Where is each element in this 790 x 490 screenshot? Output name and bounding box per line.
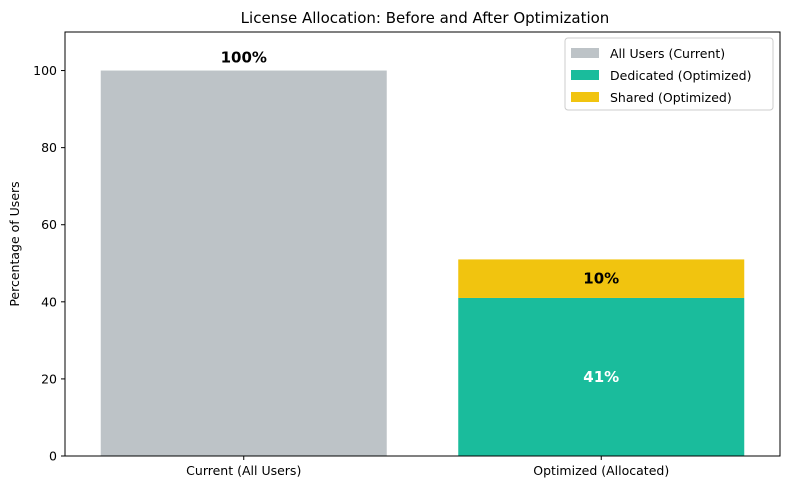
legend-label: All Users (Current) bbox=[610, 46, 725, 61]
legend-box bbox=[564, 37, 774, 111]
bar-all-users-current bbox=[100, 70, 387, 456]
legend-swatch bbox=[571, 70, 599, 80]
y-tick-label: 40 bbox=[41, 294, 57, 309]
legend-swatch bbox=[571, 92, 599, 102]
legend-label: Dedicated (Optimized) bbox=[610, 68, 752, 83]
bar-shared-optimized bbox=[458, 259, 745, 298]
y-tick-label: 0 bbox=[49, 449, 57, 464]
y-tick-label: 20 bbox=[41, 371, 57, 386]
x-axis: Current (All Users) Optimized (Allocated) bbox=[186, 456, 669, 478]
data-label: 41% bbox=[583, 368, 619, 386]
y-tick-label: 80 bbox=[41, 140, 57, 155]
bars-group bbox=[100, 70, 745, 456]
legend-label: Shared (Optimized) bbox=[610, 90, 732, 105]
x-tick-label: Optimized (Allocated) bbox=[533, 463, 669, 478]
legend: All Users (Current) Dedicated (Optimized)… bbox=[564, 37, 774, 111]
legend-swatch bbox=[571, 48, 599, 58]
y-axis-label: Percentage of Users bbox=[7, 181, 22, 306]
y-tick-label: 100 bbox=[33, 63, 57, 78]
data-labels-group: 100% 41% 10% bbox=[221, 49, 620, 386]
y-tick-label: 60 bbox=[41, 217, 57, 232]
x-tick-label: Current (All Users) bbox=[186, 463, 301, 478]
plot-frame bbox=[64, 31, 781, 457]
bar-dedicated-optimized bbox=[458, 297, 745, 456]
y-axis: 0 20 40 60 80 100 bbox=[33, 63, 65, 464]
data-label: 10% bbox=[583, 270, 619, 288]
chart-title: License Allocation: Before and After Opt… bbox=[241, 9, 610, 27]
data-label: 100% bbox=[221, 49, 267, 67]
